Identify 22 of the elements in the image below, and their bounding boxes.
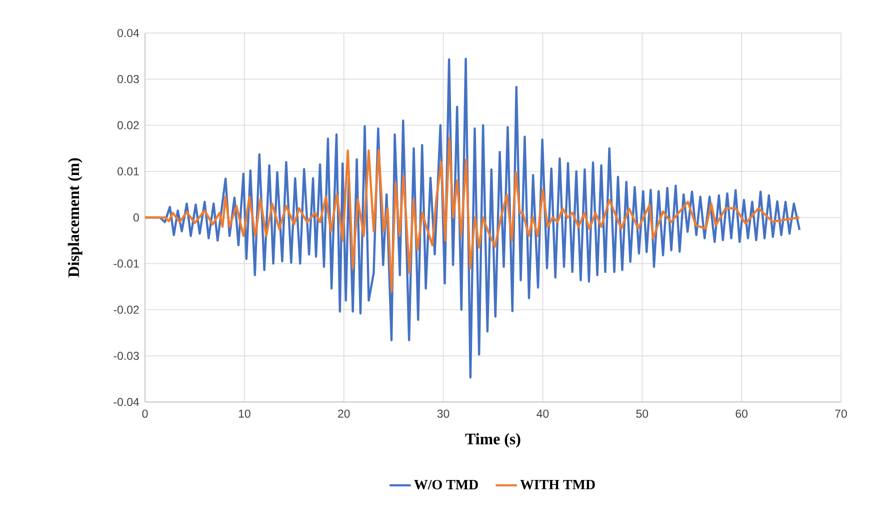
y-tick-label: 0.01 (118, 167, 139, 176)
y-tick-label: 0.04 (118, 28, 140, 38)
y-tick-label: 0.02 (118, 121, 139, 130)
line-series (144, 137, 800, 292)
x-axis-title: Time (s) (465, 433, 520, 448)
x-tick-label: 40 (536, 410, 549, 418)
y-axis-title: Displacement (m) (68, 158, 82, 278)
legend-label: W/O TMD (414, 480, 478, 490)
y-tick-label: -0.03 (114, 352, 139, 360)
x-tick-label: 20 (338, 410, 350, 418)
x-tick-label: 30 (437, 410, 450, 418)
x-tick-label: 10 (238, 410, 250, 418)
x-tick-label: 70 (835, 410, 847, 418)
legend-label: WITH TMD (520, 480, 595, 490)
x-tick-label: 0 (142, 410, 148, 418)
y-tick-label: 0.03 (118, 75, 139, 84)
x-tick-label: 60 (736, 410, 748, 418)
y-tick-label: 0 (133, 213, 139, 222)
y-tick-label: -0.02 (114, 306, 139, 314)
y-tick-label: -0.04 (114, 398, 140, 406)
x-tick-label: 50 (636, 410, 648, 418)
y-tick-label: -0.01 (114, 260, 139, 268)
